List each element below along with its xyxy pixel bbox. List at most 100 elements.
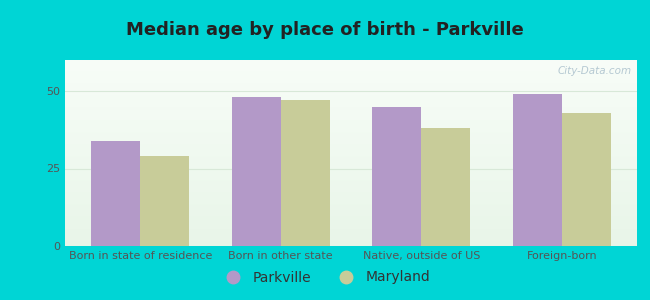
Bar <box>91 141 140 246</box>
Bar <box>65 231 637 232</box>
Bar <box>65 234 637 235</box>
Bar <box>65 119 637 120</box>
Bar <box>65 238 637 239</box>
Bar <box>65 202 637 203</box>
Bar <box>65 84 637 85</box>
Bar <box>65 120 637 122</box>
Bar <box>65 158 637 159</box>
Bar <box>65 95 637 96</box>
Bar <box>65 185 637 187</box>
Bar <box>65 187 637 188</box>
Bar <box>65 190 637 191</box>
Bar <box>65 215 637 216</box>
Bar <box>65 91 637 92</box>
Bar <box>65 139 637 140</box>
Bar <box>65 76 637 77</box>
Bar <box>65 219 637 220</box>
Bar <box>65 66 637 67</box>
Bar <box>65 111 637 112</box>
Bar <box>65 199 637 200</box>
Bar <box>65 161 637 162</box>
Bar <box>65 72 637 73</box>
Bar <box>65 240 637 241</box>
Bar <box>65 109 637 110</box>
Legend: Parkville, Maryland: Parkville, Maryland <box>214 265 436 290</box>
Bar <box>65 230 637 231</box>
Bar <box>65 108 637 109</box>
Bar <box>65 175 637 176</box>
Bar <box>65 101 637 102</box>
Bar <box>65 153 637 154</box>
Bar <box>65 241 637 242</box>
Bar <box>65 242 637 243</box>
Bar <box>65 205 637 206</box>
Bar <box>65 71 637 72</box>
Bar <box>65 83 637 84</box>
Bar <box>65 79 637 80</box>
Bar <box>65 226 637 227</box>
Bar <box>65 207 637 208</box>
Bar <box>65 82 637 83</box>
Bar <box>65 67 637 68</box>
Bar <box>65 177 637 178</box>
Bar <box>65 164 637 165</box>
Bar <box>65 156 637 157</box>
Bar <box>65 151 637 152</box>
Bar <box>65 149 637 150</box>
Bar <box>65 209 637 210</box>
Bar <box>65 128 637 129</box>
Bar <box>65 229 637 230</box>
Bar <box>65 165 637 166</box>
Bar <box>65 118 637 119</box>
Bar <box>65 132 637 133</box>
Bar <box>65 104 637 105</box>
Bar <box>65 169 637 170</box>
Bar <box>513 94 562 246</box>
Bar <box>65 182 637 183</box>
Bar <box>65 90 637 91</box>
Bar <box>65 124 637 125</box>
Bar <box>65 62 637 63</box>
Bar <box>65 192 637 193</box>
Bar <box>65 129 637 130</box>
Bar <box>65 193 637 194</box>
Bar <box>65 235 637 236</box>
Bar <box>65 220 637 221</box>
Bar <box>65 61 637 62</box>
Bar <box>65 198 637 199</box>
Bar <box>65 145 637 146</box>
Bar <box>372 106 421 246</box>
Bar <box>65 196 637 197</box>
Bar <box>65 216 637 217</box>
Bar <box>65 218 637 219</box>
Bar <box>65 103 637 104</box>
Bar <box>562 113 611 246</box>
Bar <box>65 236 637 237</box>
Bar <box>65 222 637 223</box>
Bar <box>65 133 637 134</box>
Bar <box>65 154 637 155</box>
Bar <box>65 130 637 131</box>
Bar <box>65 78 637 79</box>
Bar <box>421 128 471 246</box>
Bar <box>65 99 637 100</box>
Bar <box>65 148 637 149</box>
Bar <box>65 131 637 132</box>
Bar <box>65 195 637 196</box>
Bar <box>65 166 637 167</box>
Bar <box>140 156 189 246</box>
Bar <box>65 89 637 90</box>
Bar <box>65 97 637 98</box>
Bar <box>65 92 637 94</box>
Bar <box>65 96 637 97</box>
Bar <box>65 174 637 175</box>
Bar <box>65 75 637 76</box>
Bar <box>281 100 330 246</box>
Bar <box>65 68 637 69</box>
Bar <box>65 114 637 115</box>
Bar <box>65 113 637 114</box>
Bar <box>65 155 637 156</box>
Bar <box>65 74 637 75</box>
Bar <box>65 147 637 148</box>
Bar <box>231 97 281 246</box>
